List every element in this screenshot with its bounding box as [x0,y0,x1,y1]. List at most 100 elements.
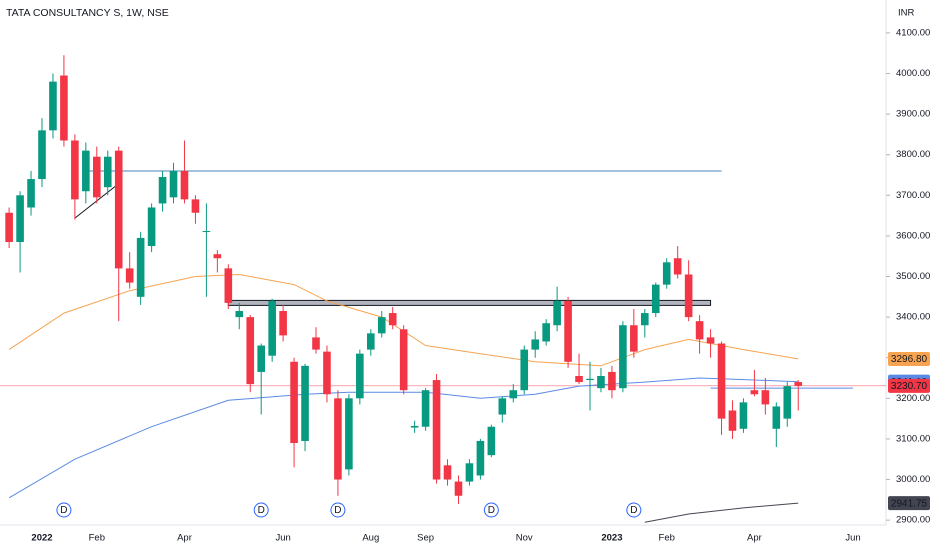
candle-body [125,268,134,283]
candle-body [27,179,35,208]
y-tick-label: 3700.00 [896,190,930,201]
y-tick-label: 3100.00 [896,433,930,444]
price-tag-label: 2941.75 [891,498,928,509]
x-tick-label: Feb [89,533,105,544]
dividend-label: D [630,505,637,516]
price-tag [888,352,930,367]
candle-body [454,481,463,496]
candle-body [301,365,309,441]
y-tick-label: 3000.00 [896,474,930,485]
candle-body [575,375,583,383]
candle-body [16,195,24,242]
dividend-label: D [488,505,495,516]
candle-body [794,382,803,386]
candle-body [641,313,649,326]
candle-body [147,207,156,247]
candle-body [586,378,594,381]
y-tick-label: 3400.00 [896,312,930,323]
candle-body [60,75,68,141]
candle-body [465,463,474,482]
indicator-line [8,377,799,499]
dividend-marker [483,502,499,518]
dividend-label: D [60,505,67,516]
candle-body [608,371,616,391]
candle-body [421,390,430,427]
candle-body [761,390,770,405]
price-tag-label: 3296.80 [891,354,928,365]
x-tick-label: Apr [177,533,192,544]
candle-body [257,345,265,372]
candle-body [323,351,331,395]
candle-body [750,390,759,395]
candle-body [224,268,233,303]
price-tag [888,496,930,511]
candle-body [509,390,518,399]
candle-body [377,317,386,334]
x-tick-label: Sep [417,533,434,544]
candle-body [202,231,211,233]
chart-title: TATA CONSULTANCY S, 1W, NSE [6,7,169,19]
candle-body [520,349,529,391]
candle-body [136,237,145,297]
candle-body [235,311,244,318]
candle-body [564,300,572,362]
candle-body [432,380,441,480]
candle-body [213,254,222,259]
candle-body [114,150,123,269]
y-tick-label: 3600.00 [896,230,930,241]
price-tag-label: 3230.70 [891,381,928,392]
candle-body [542,323,550,342]
candle-body [169,170,178,198]
candle-body [651,284,660,314]
x-tick-label: Feb [659,533,675,544]
candle-body [158,177,167,204]
candle-body [531,339,539,350]
candle-body [71,140,79,200]
candle-body [388,313,397,326]
x-tick-label: Nov [516,533,533,544]
candle-body [739,402,748,429]
x-tick-label: Jun [845,533,860,544]
x-tick-label: Jun [275,533,290,544]
indicator-line [644,502,799,523]
candle-body [630,325,638,352]
candle-body [695,321,704,340]
y-tick-label: 2900.00 [896,515,930,526]
candle-body [772,406,781,429]
candle-body [410,425,419,428]
trend-line [74,184,118,219]
resistance-zone [227,299,712,306]
candle-body [356,353,364,399]
x-tick-label: Apr [747,533,762,544]
y-tick-label: 3200.00 [896,393,930,404]
x-tick-label: 2023 [601,533,622,544]
dividend-label: D [258,505,265,516]
candle-body [684,274,693,318]
currency-label: INR [898,8,915,19]
y-tick-label: 4100.00 [896,27,930,38]
candle-body [399,329,408,391]
y-tick-label: 3800.00 [896,149,930,160]
dividend-marker [626,502,642,518]
candle-body [49,81,57,131]
candle-body [706,337,715,344]
candle-body [334,398,342,480]
candle-body [673,258,682,275]
candle-body [38,130,46,180]
candle-body [498,398,507,415]
candle-body [103,156,112,188]
candle-body [476,440,485,476]
y-tick-label: 3500.00 [896,271,930,282]
dividend-marker [330,502,346,518]
y-tick-label: 3900.00 [896,109,930,120]
dividend-label: D [334,505,341,516]
candle-body [443,465,452,480]
candle-body [783,386,792,419]
candle-body [367,333,375,350]
candle-body [279,311,287,336]
candle-body [180,170,189,200]
candle-body [290,361,298,443]
candle-body [728,410,737,431]
